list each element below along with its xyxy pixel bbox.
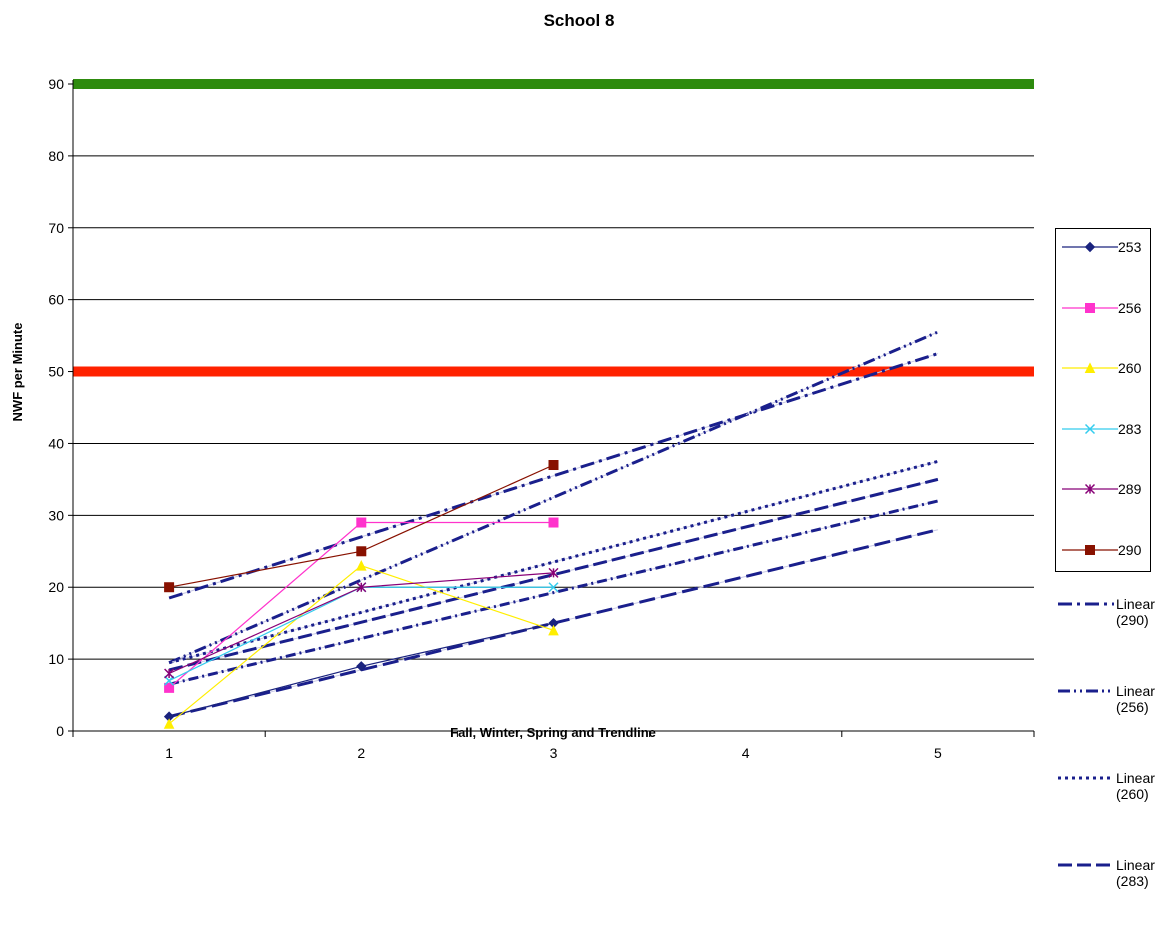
data-point-253 bbox=[356, 661, 367, 672]
y-tick-label: 0 bbox=[56, 723, 64, 739]
trend-legend-item: Linear (290) bbox=[1058, 596, 1158, 683]
axes bbox=[68, 80, 1035, 737]
legend-marker bbox=[1085, 544, 1095, 555]
data-point-289 bbox=[548, 567, 559, 578]
data-point-290 bbox=[356, 546, 367, 557]
y-tick-label: 10 bbox=[48, 651, 64, 667]
trendline-shadow bbox=[168, 460, 939, 664]
legend-item-256: 256 bbox=[1056, 298, 1152, 318]
tick-labels: 0 10 20 30 40 50 60 70 80 90 1 2 3 4 5 bbox=[48, 76, 942, 761]
data-point-260 bbox=[355, 560, 367, 571]
trend-legend-label: Linear (260) bbox=[1116, 770, 1155, 802]
trendline-legend: Linear (290) Linear (256) Linear (260) Line… bbox=[1058, 596, 1158, 944]
trend-legend-swatch bbox=[1058, 602, 1114, 606]
x-tick-label: 4 bbox=[742, 745, 750, 761]
legend-marker bbox=[1085, 302, 1095, 313]
data-point-289 bbox=[164, 668, 175, 679]
y-tick-label: 20 bbox=[48, 579, 64, 595]
legend-item-253: 253 bbox=[1056, 237, 1152, 257]
y-tick-label: 70 bbox=[48, 220, 64, 236]
legend-label: 290 bbox=[1118, 541, 1142, 558]
trendline-shadow bbox=[168, 353, 939, 599]
legend-swatch bbox=[1062, 423, 1118, 434]
data-series bbox=[163, 460, 559, 729]
trend-legend-swatch bbox=[1058, 689, 1114, 693]
data-point-256 bbox=[356, 517, 367, 528]
legend-item-289: 289 bbox=[1056, 479, 1152, 499]
trend-legend-swatch bbox=[1058, 776, 1114, 780]
data-point-290 bbox=[548, 460, 559, 471]
series-legend: 253 256 260 283 289 290 bbox=[1055, 228, 1151, 572]
legend-label: 260 bbox=[1118, 360, 1142, 376]
x-tick-label: 2 bbox=[357, 745, 365, 761]
legend-item-290: 290 bbox=[1056, 540, 1152, 560]
y-tick-label: 50 bbox=[48, 364, 64, 380]
y-axis-label: NWF per Minute bbox=[10, 323, 25, 422]
x-tick-label: 3 bbox=[550, 745, 558, 761]
legend-swatch bbox=[1062, 302, 1118, 313]
y-tick-label: 60 bbox=[48, 292, 64, 308]
trend-legend-swatch bbox=[1058, 863, 1114, 867]
data-point-256 bbox=[164, 682, 175, 693]
reference-lines bbox=[73, 79, 1034, 377]
data-point-256 bbox=[548, 517, 559, 528]
trendline-5 bbox=[168, 499, 939, 686]
data-point-260 bbox=[548, 624, 559, 636]
y-tick-label: 30 bbox=[48, 507, 64, 523]
legend-label: 289 bbox=[1118, 481, 1142, 497]
data-point-283 bbox=[164, 675, 175, 686]
legend-item-260: 260 bbox=[1056, 358, 1152, 378]
trendlines bbox=[168, 330, 939, 719]
data-point-283 bbox=[548, 582, 559, 593]
y-tick-label: 90 bbox=[48, 76, 64, 92]
x-tick-label: 5 bbox=[934, 745, 942, 761]
legend-swatch bbox=[1062, 483, 1118, 495]
legend-swatch bbox=[1062, 241, 1118, 253]
y-tick-label: 80 bbox=[48, 148, 64, 164]
data-point-289 bbox=[356, 582, 367, 593]
legend-label: 253 bbox=[1118, 239, 1142, 255]
chart: School 8 0 10 20 30 40 50 60 70 80 90 1 2 3 4 5 Fall, … bbox=[10, 11, 1035, 761]
trend-legend-item: Linear (256) bbox=[1058, 683, 1158, 770]
legend-item-283: 283 bbox=[1056, 419, 1152, 439]
data-point-260 bbox=[163, 718, 175, 729]
legend-marker bbox=[1084, 241, 1096, 253]
legend-label: 283 bbox=[1118, 420, 1142, 437]
y-tick-label: 40 bbox=[48, 435, 64, 451]
x-axis-label: Fall, Winter, Spring and Trendline bbox=[450, 725, 656, 740]
trend-legend-label: Linear (290) bbox=[1116, 596, 1155, 628]
trend-legend-label: Linear (283) bbox=[1116, 857, 1155, 889]
trend-legend-item: Linear (260) bbox=[1058, 770, 1158, 857]
trendline-shadow bbox=[168, 331, 939, 664]
trend-legend-item: Linear (283) bbox=[1058, 857, 1158, 944]
trend-legend-label: Linear (256) bbox=[1116, 683, 1155, 715]
legend-label: 256 bbox=[1118, 299, 1142, 316]
chart-title: School 8 bbox=[544, 11, 615, 30]
x-tick-label: 1 bbox=[165, 745, 173, 761]
legend-swatch bbox=[1062, 544, 1118, 555]
legend-marker bbox=[1084, 483, 1096, 495]
legend-swatch bbox=[1062, 362, 1118, 373]
data-point-290 bbox=[164, 582, 175, 593]
legend-marker bbox=[1084, 362, 1096, 373]
legend-marker bbox=[1084, 423, 1096, 434]
